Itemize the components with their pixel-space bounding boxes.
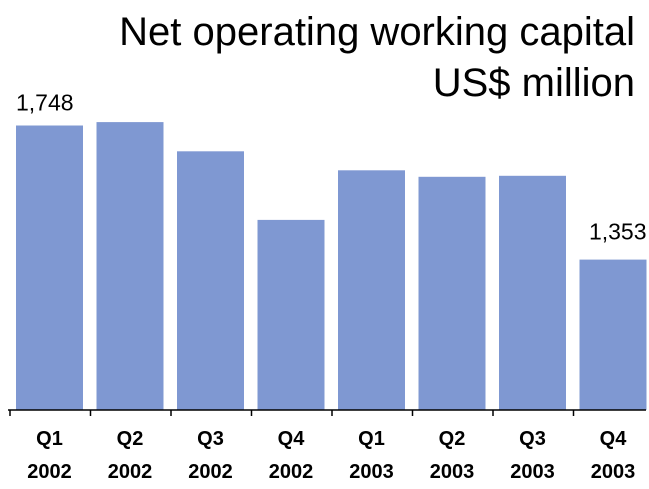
x-tick-label-quarter: Q2 (117, 428, 144, 450)
x-tick-label-year: 2003 (349, 461, 394, 483)
x-tick-label-quarter: Q2 (439, 428, 466, 450)
x-tick-label-quarter: Q3 (197, 428, 224, 450)
bars-group (16, 122, 647, 411)
bar-q4-2002 (257, 219, 325, 410)
x-tick-label-year: 2002 (108, 461, 153, 483)
x-tick-label-quarter: Q3 (519, 428, 546, 450)
bar-q2-2003 (418, 176, 486, 410)
bar-q1-2002 (16, 125, 83, 410)
x-tick-label-year: 2003 (510, 461, 555, 483)
chart-title-line-2: US$ million (432, 61, 635, 105)
bar-q3-2003 (499, 175, 566, 410)
x-tick-label-year: 2003 (591, 461, 636, 483)
x-tick-label-year: 2003 (430, 461, 475, 483)
x-tick-label-quarter: Q1 (358, 428, 385, 450)
bar-q4-2003 (579, 259, 647, 410)
data-label-q4-2003: 1,353 (589, 219, 647, 245)
x-tick-labels: Q1 2002 Q2 2002 Q3 2002 Q4 2002 Q1 2003 Q2 2003 Q3 20… (27, 428, 635, 483)
data-label-q1-2002: 1,748 (16, 90, 74, 116)
x-tick-label-year: 2002 (27, 461, 72, 483)
x-tick-label-quarter: Q1 (36, 428, 63, 450)
x-tick-label-year: 2002 (188, 461, 233, 483)
bar-q3-2002 (177, 151, 244, 411)
bar-q1-2003 (338, 170, 405, 410)
x-tick-label-quarter: Q4 (600, 428, 628, 450)
data-labels-group: 1,748 1,353 (16, 90, 647, 245)
x-axis (8, 409, 646, 416)
x-tick-label-year: 2002 (269, 461, 314, 483)
x-tick-label-quarter: Q4 (278, 428, 306, 450)
bar-q2-2002 (96, 122, 164, 410)
chart-title-line-1: Net operating working capital (119, 10, 635, 54)
